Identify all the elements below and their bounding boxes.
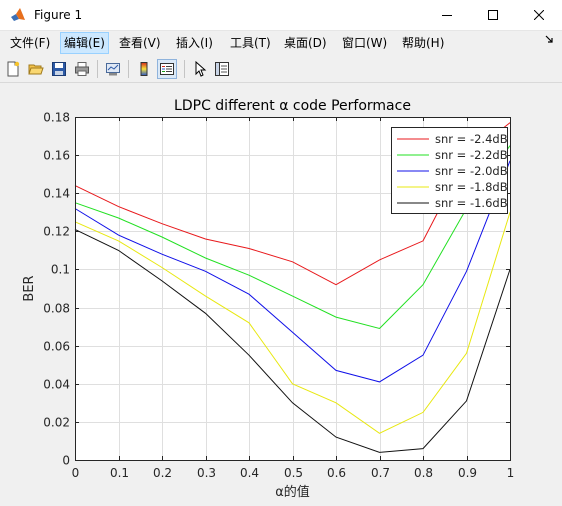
x-tick-label: 0.3 bbox=[197, 466, 216, 480]
series-line-1[interactable] bbox=[74, 145, 511, 330]
x-tick-label: 0.6 bbox=[327, 466, 346, 480]
series-line-2[interactable] bbox=[74, 160, 511, 383]
legend-entry-label: snr = -2.2dB bbox=[435, 148, 508, 162]
legend-entry-label: snr = -2.0dB bbox=[435, 164, 508, 178]
x-tick-label: 0.4 bbox=[240, 466, 259, 480]
maximize-icon bbox=[488, 10, 498, 20]
y-axis-label: BER bbox=[22, 275, 37, 301]
legend-button[interactable] bbox=[157, 59, 177, 79]
print-icon bbox=[75, 62, 89, 76]
minimize-button[interactable] bbox=[424, 0, 470, 30]
series-line-3[interactable] bbox=[74, 212, 511, 434]
menu-tools[interactable]: 工具(T) bbox=[230, 36, 271, 50]
x-tick-label: 0.1 bbox=[110, 466, 129, 480]
x-tick-label: 1 bbox=[507, 466, 515, 480]
menu-edit[interactable]: 编辑(E) bbox=[60, 32, 109, 54]
x-axis-label: α的值 bbox=[275, 484, 310, 500]
close-button[interactable] bbox=[516, 0, 562, 30]
toolbar-separator bbox=[184, 60, 185, 78]
legend-box bbox=[391, 127, 508, 214]
menu-bar: 文件(F) 编辑(E) 查看(V) 插入(I) 工具(T) 桌面(D) 窗口(W… bbox=[0, 31, 562, 55]
x-tick-label: 0.8 bbox=[414, 466, 433, 480]
close-icon bbox=[534, 10, 544, 20]
y-tick-label: 0.12 bbox=[43, 225, 70, 239]
y-tick-label: 0.14 bbox=[43, 187, 70, 201]
legend[interactable]: snr = -2.4dB snr = -2.2dB snr = -2.0dB snr … bbox=[391, 127, 508, 214]
x-tick-label: 0 bbox=[72, 466, 80, 480]
menu-window[interactable]: 窗口(W) bbox=[342, 36, 388, 50]
edit-plot-button[interactable] bbox=[190, 59, 210, 79]
link-plot-icon bbox=[106, 63, 120, 76]
figure-toolbar bbox=[0, 56, 562, 83]
y-tick-label: 0.08 bbox=[43, 302, 70, 316]
property-inspector-icon bbox=[215, 62, 229, 76]
x-tick-label: 0.5 bbox=[284, 466, 303, 480]
maximize-button[interactable] bbox=[470, 0, 516, 30]
menu-desktop[interactable]: 桌面(D) bbox=[284, 36, 327, 50]
legend-entry-label: snr = -1.8dB bbox=[435, 180, 508, 194]
y-tick-label: 0.16 bbox=[43, 149, 70, 163]
plot-canvas: 0 0.1 0.2 0.3 0.4 0.5 0.6 0.7 0.8 0.9 1 0 0.02 0.04 0.… bbox=[22, 98, 514, 500]
colorbar-icon bbox=[140, 62, 148, 76]
menu-overflow-icon[interactable] bbox=[545, 35, 554, 47]
series-line-4[interactable] bbox=[74, 228, 511, 453]
toolbar-separator bbox=[97, 60, 98, 78]
open-file-button[interactable] bbox=[26, 59, 46, 79]
x-tick-label: 0.9 bbox=[458, 466, 477, 480]
link-plot-button[interactable] bbox=[103, 59, 123, 79]
legend-entry-label: snr = -1.6dB bbox=[435, 196, 508, 210]
print-button[interactable] bbox=[72, 59, 92, 79]
y-tick-label: 0.02 bbox=[43, 416, 70, 430]
y-tick-label: 0 bbox=[62, 454, 70, 468]
y-tick-label: 0.06 bbox=[43, 340, 70, 354]
x-tick-label: 0.7 bbox=[371, 466, 390, 480]
new-figure-icon bbox=[7, 61, 20, 77]
menu-insert[interactable]: 插入(I) bbox=[176, 36, 213, 50]
save-button[interactable] bbox=[49, 59, 69, 79]
save-icon bbox=[52, 62, 66, 76]
edit-plot-icon bbox=[195, 61, 207, 77]
menu-help[interactable]: 帮助(H) bbox=[402, 36, 445, 50]
matlab-logo-icon bbox=[10, 7, 26, 23]
y-tick-label: 0.18 bbox=[43, 111, 70, 125]
new-figure-button[interactable] bbox=[3, 59, 23, 79]
window-title: Figure 1 bbox=[34, 8, 83, 22]
legend-entry-label: snr = -2.4dB bbox=[435, 132, 508, 146]
tick-layer: 0 0.1 0.2 0.3 0.4 0.5 0.6 0.7 0.8 0.9 1 0 0.02 0.04 0.… bbox=[43, 111, 514, 481]
menu-view[interactable]: 查看(V) bbox=[119, 36, 161, 50]
property-inspector-button[interactable] bbox=[212, 59, 232, 79]
colorbar-button[interactable] bbox=[134, 59, 154, 79]
x-tick-label: 0.2 bbox=[153, 466, 172, 480]
minimize-icon bbox=[442, 15, 452, 16]
menu-file[interactable]: 文件(F) bbox=[10, 36, 51, 50]
y-tick-label: 0.1 bbox=[51, 263, 70, 277]
y-tick-label: 0.04 bbox=[43, 378, 70, 392]
window-titlebar: Figure 1 bbox=[0, 0, 562, 31]
chart-title: LDPC different α code Performace bbox=[174, 98, 411, 114]
open-file-icon bbox=[28, 64, 44, 75]
legend-icon bbox=[160, 63, 174, 75]
toolbar-separator bbox=[128, 60, 129, 78]
